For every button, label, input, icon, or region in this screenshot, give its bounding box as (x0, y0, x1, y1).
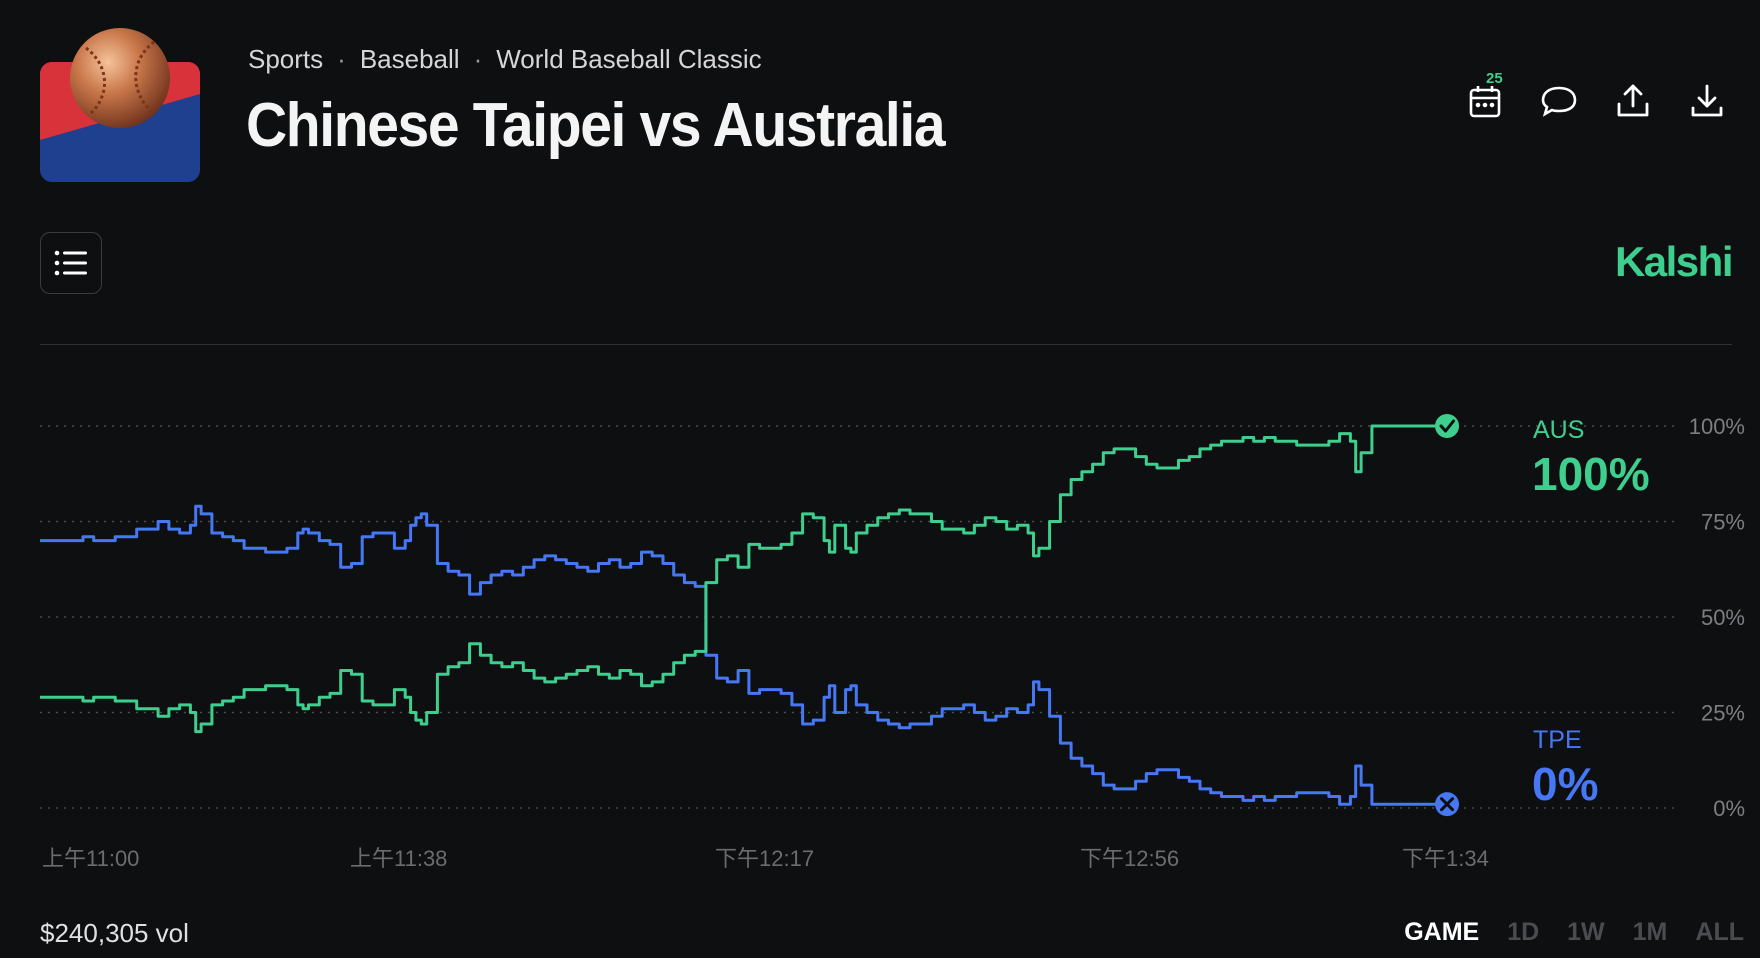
breadcrumb-item-baseball[interactable]: Baseball (359, 44, 460, 74)
share-icon (1617, 84, 1649, 117)
y-tick-label: 75% (1701, 510, 1745, 535)
aus-check-icon (1435, 414, 1460, 438)
download-icon (1691, 84, 1723, 117)
calendar-badge: 25 (1486, 70, 1503, 87)
comment-button[interactable] (1538, 80, 1580, 122)
breadcrumb-item-sports[interactable]: Sports (248, 44, 324, 74)
series-name-aus: AUS (1533, 416, 1584, 444)
x-tick-label: 上午11:00 (42, 846, 139, 871)
y-tick-label: 25% (1701, 701, 1745, 726)
calendar-button[interactable]: 25 (1464, 70, 1506, 122)
x-tick-label: 下午12:56 (1080, 846, 1179, 871)
comment-icon (1541, 86, 1577, 117)
brand-logo: Kalshi (1614, 238, 1734, 285)
tpe-x-icon (1435, 792, 1460, 817)
list-icon (54, 250, 87, 276)
x-tick-label: 上午11:38 (350, 846, 447, 871)
range-selector: GAME 1D 1W 1M ALL (1404, 918, 1744, 947)
calendar-icon (1469, 86, 1501, 118)
download-button[interactable] (1686, 80, 1728, 122)
breadcrumb-item-wbc[interactable]: World Baseball Classic (496, 44, 762, 74)
series-line-tpe (40, 504, 1447, 806)
series-line-aus (40, 424, 1447, 734)
y-tick-label: 50% (1701, 605, 1745, 630)
header-actions: 25 (1464, 70, 1728, 122)
range-1w[interactable]: 1W (1567, 918, 1605, 946)
breadcrumb: Sports · Baseball · World Baseball Classic (248, 44, 762, 74)
volume-label: $240,305 vol (40, 918, 189, 948)
price-chart[interactable]: 100% 75% 50% 25% 0% 上午11:00 上午11:38 下午12:17 下午1… (0, 0, 1760, 900)
x-tick-label: 下午1:34 (1402, 846, 1489, 871)
series-value-tpe: 0% (1532, 758, 1598, 810)
event-logo (40, 26, 200, 182)
range-game[interactable]: GAME (1404, 918, 1480, 946)
series-name-tpe: TPE (1533, 726, 1582, 754)
range-all[interactable]: ALL (1695, 918, 1744, 946)
series-value-aus: 100% (1532, 448, 1650, 500)
y-tick-label: 0% (1713, 796, 1745, 821)
x-tick-label: 下午12:17 (715, 846, 814, 871)
page-title: Chinese Taipei vs Australia (246, 91, 946, 160)
range-1d[interactable]: 1D (1507, 918, 1540, 946)
divider (40, 344, 1732, 345)
y-tick-label: 100% (1689, 414, 1745, 439)
range-1m[interactable]: 1M (1632, 918, 1668, 946)
share-button[interactable] (1612, 80, 1654, 122)
baseball-icon (70, 28, 170, 128)
list-view-button[interactable] (40, 232, 102, 294)
